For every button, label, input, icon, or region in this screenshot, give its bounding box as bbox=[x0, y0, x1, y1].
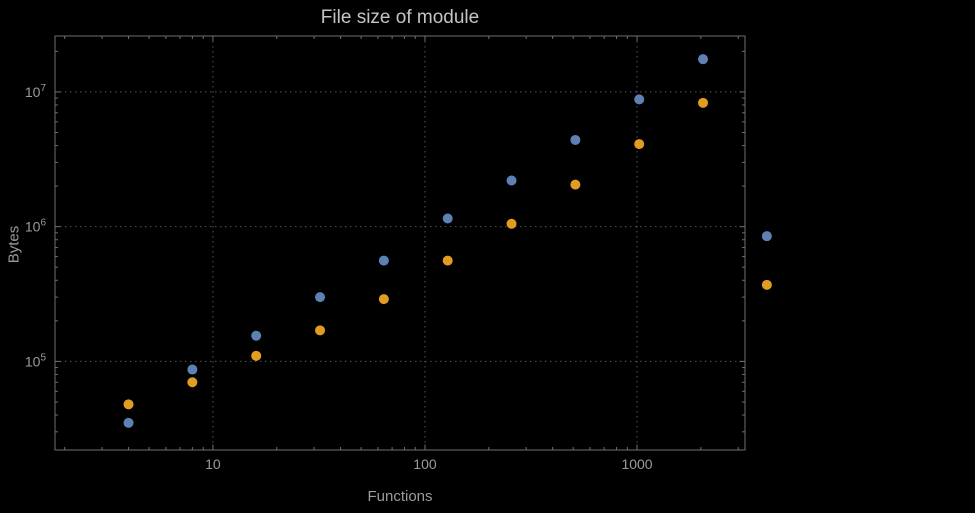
data-point-blue-series bbox=[506, 175, 517, 186]
chart-title: File size of module bbox=[320, 7, 480, 28]
data-point-orange-series bbox=[123, 399, 134, 410]
data-point-orange-series bbox=[378, 294, 389, 305]
data-point-orange-series bbox=[251, 350, 262, 361]
x-tick-label: 100 bbox=[413, 456, 437, 472]
data-point-orange-series bbox=[506, 218, 517, 229]
x-tick-label: 10 bbox=[205, 456, 221, 472]
data-point-orange-series bbox=[442, 255, 453, 266]
data-point-blue-series bbox=[442, 213, 453, 224]
y-axis-label: Bytes bbox=[5, 225, 23, 264]
data-point-orange-series bbox=[698, 97, 709, 108]
y-tick-label: 107 bbox=[25, 83, 47, 100]
data-point-blue-series bbox=[251, 330, 262, 341]
data-point-orange-series bbox=[634, 139, 645, 150]
data-point-blue-series bbox=[378, 255, 389, 266]
x-tick-label: 1000 bbox=[621, 456, 652, 472]
data-point-orange-series bbox=[761, 279, 772, 290]
x-axis-label: Functions bbox=[367, 488, 433, 505]
data-point-blue-series bbox=[570, 134, 581, 145]
data-point-blue-series bbox=[634, 94, 645, 105]
data-point-blue-series bbox=[187, 364, 198, 375]
data-point-blue-series bbox=[761, 231, 772, 242]
y-tick-label: 105 bbox=[25, 352, 47, 369]
data-point-blue-series bbox=[123, 417, 134, 428]
data-point-blue-series bbox=[698, 54, 709, 65]
data-point-orange-series bbox=[570, 179, 581, 190]
data-point-orange-series bbox=[315, 325, 326, 336]
y-tick-label: 106 bbox=[25, 218, 47, 235]
data-point-blue-series bbox=[315, 292, 326, 303]
data-point-orange-series bbox=[187, 377, 198, 388]
plot-frame bbox=[54, 35, 746, 451]
